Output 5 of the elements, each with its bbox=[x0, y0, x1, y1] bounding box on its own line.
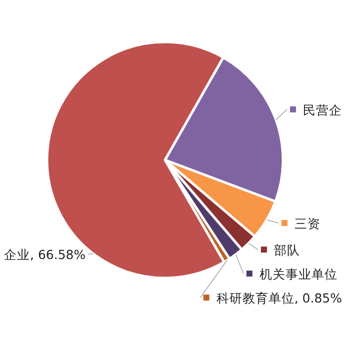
legend-label: 科研教育单位, 0.85% bbox=[216, 290, 342, 306]
legend-label: 部队 bbox=[274, 242, 300, 258]
legend-label: 三资 bbox=[294, 216, 320, 232]
legend-label: 民营企 bbox=[303, 102, 342, 118]
legend-label: 机关事业单位 bbox=[259, 266, 338, 282]
